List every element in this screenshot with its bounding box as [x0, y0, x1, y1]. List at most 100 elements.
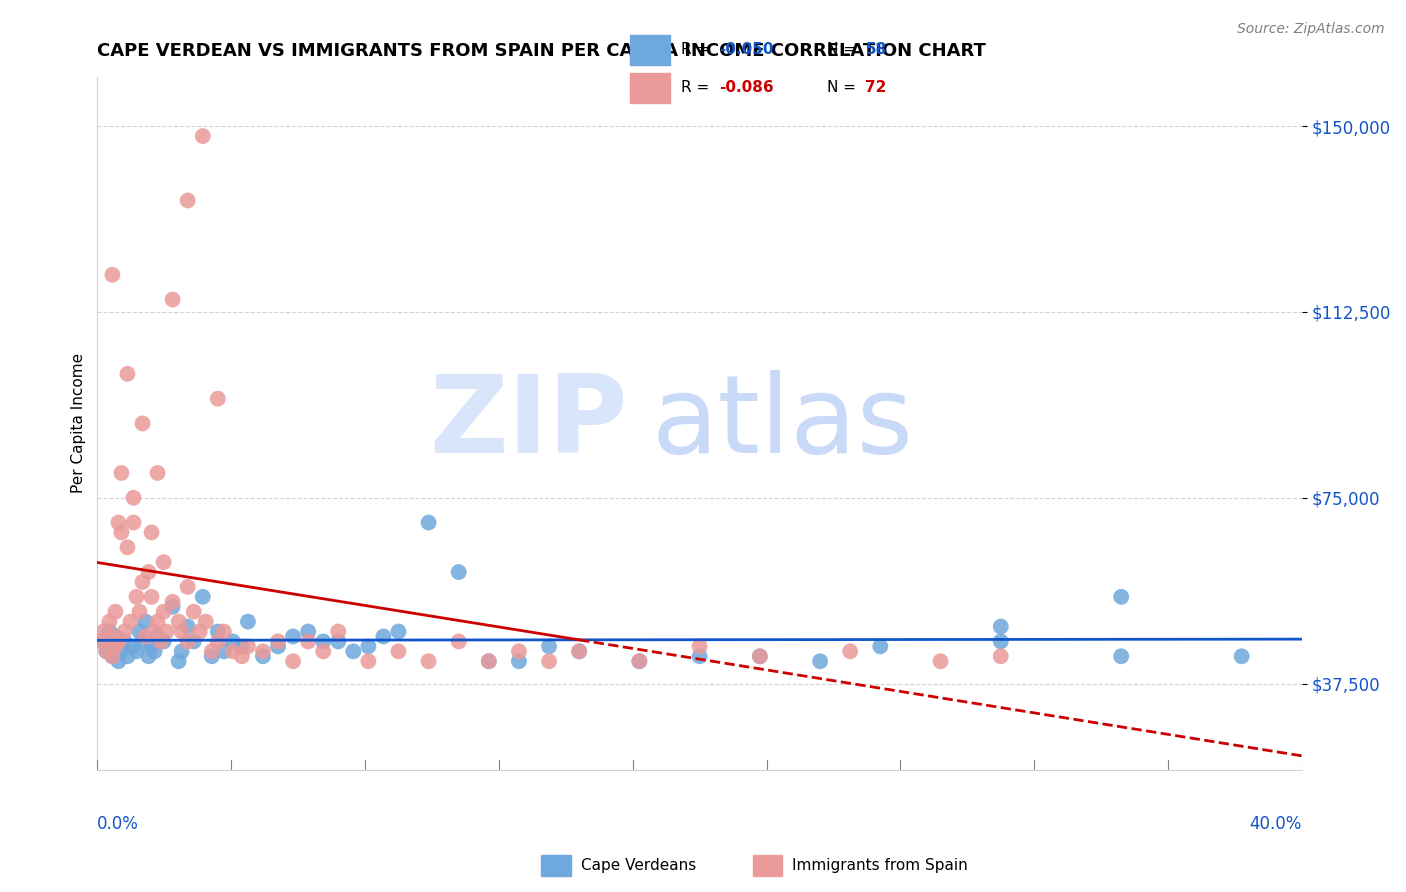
Point	[93, 634, 115, 648]
Point	[808, 654, 831, 668]
Point	[110, 466, 132, 480]
Point	[418, 654, 440, 668]
Bar	[630, 36, 669, 65]
Point	[117, 367, 139, 381]
Point	[689, 640, 711, 654]
Point	[538, 654, 561, 668]
Text: N =: N =	[827, 80, 860, 95]
Point	[183, 605, 205, 619]
Point	[357, 654, 380, 668]
Point	[135, 630, 157, 644]
Point	[131, 574, 153, 589]
Point	[1109, 590, 1132, 604]
Bar	[630, 73, 669, 103]
Point	[143, 644, 166, 658]
Point	[373, 630, 395, 644]
Point	[191, 590, 214, 604]
Point	[104, 630, 127, 644]
Point	[231, 640, 253, 654]
Point	[236, 615, 259, 629]
Point	[628, 654, 651, 668]
Point	[447, 565, 470, 579]
Point	[212, 644, 235, 658]
Point	[508, 654, 530, 668]
Point	[990, 619, 1012, 633]
Point	[96, 644, 118, 658]
Point	[128, 624, 150, 639]
Point	[122, 516, 145, 530]
Point	[138, 649, 160, 664]
Text: Immigrants from Spain: Immigrants from Spain	[793, 858, 967, 872]
Point	[689, 649, 711, 664]
Text: Source: ZipAtlas.com: Source: ZipAtlas.com	[1237, 22, 1385, 37]
Point	[990, 649, 1012, 664]
Text: 72: 72	[866, 80, 887, 95]
Point	[104, 640, 127, 654]
Text: 58: 58	[866, 42, 887, 57]
Bar	[541, 855, 571, 876]
Point	[162, 293, 184, 307]
Point	[312, 634, 335, 648]
Point	[222, 644, 245, 658]
Point	[418, 516, 440, 530]
Point	[143, 624, 166, 639]
Point	[110, 525, 132, 540]
Point	[342, 644, 364, 658]
Point	[101, 630, 124, 644]
Point	[1109, 649, 1132, 664]
Point	[176, 619, 198, 633]
Text: 40.0%: 40.0%	[1250, 814, 1302, 833]
Text: ZIP: ZIP	[429, 370, 627, 476]
Point	[1230, 649, 1253, 664]
Point	[104, 605, 127, 619]
Point	[194, 615, 217, 629]
Point	[201, 644, 224, 658]
Text: -0.050: -0.050	[720, 42, 773, 57]
Point	[107, 654, 129, 668]
Point	[141, 590, 163, 604]
Point	[125, 644, 148, 658]
Point	[93, 624, 115, 639]
Point	[167, 654, 190, 668]
Point	[183, 634, 205, 648]
Y-axis label: Per Capita Income: Per Capita Income	[72, 353, 86, 493]
Text: -0.086: -0.086	[720, 80, 773, 95]
Point	[212, 624, 235, 639]
Point	[117, 541, 139, 555]
Point	[141, 640, 163, 654]
Point	[207, 392, 229, 406]
Point	[568, 644, 591, 658]
Point	[114, 624, 136, 639]
Point	[89, 634, 111, 648]
Bar	[754, 855, 783, 876]
Point	[929, 654, 952, 668]
Point	[387, 624, 409, 639]
Point	[839, 644, 862, 658]
Point	[281, 630, 304, 644]
Text: Cape Verdeans: Cape Verdeans	[581, 858, 696, 872]
Point	[252, 644, 274, 658]
Point	[138, 565, 160, 579]
Point	[162, 595, 184, 609]
Point	[328, 634, 350, 648]
Point	[96, 644, 118, 658]
Text: R =: R =	[681, 80, 714, 95]
Point	[748, 649, 770, 664]
Point	[387, 644, 409, 658]
Point	[170, 624, 193, 639]
Point	[267, 640, 290, 654]
Point	[98, 624, 121, 639]
Point	[152, 605, 174, 619]
Point	[152, 555, 174, 569]
Point	[478, 654, 501, 668]
Point	[135, 615, 157, 629]
Point	[146, 630, 169, 644]
Point	[207, 634, 229, 648]
Point	[568, 644, 591, 658]
Text: 0.0%: 0.0%	[97, 814, 139, 833]
Point	[201, 649, 224, 664]
Point	[170, 644, 193, 658]
Point	[101, 268, 124, 282]
Point	[222, 634, 245, 648]
Point	[990, 634, 1012, 648]
